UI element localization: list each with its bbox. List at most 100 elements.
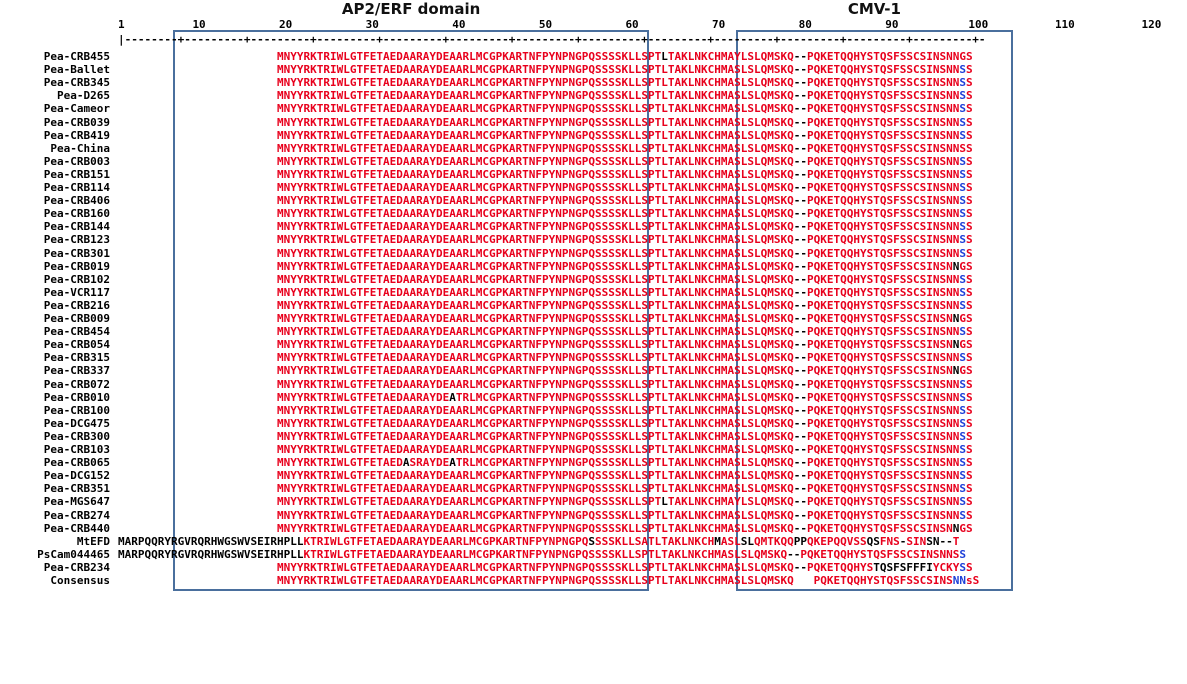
sequence-residues: MNYYRKTRIWLGTFETAEDAARAYDEAARLMCGPKARTNF…: [276, 128, 973, 142]
sequence-residues: MNYYRKTRIWLGTFETAEDAARAYDEAARLMCGPKARTNF…: [276, 325, 973, 339]
sequence-residues: MNYYRKTRIWLGTFETAEDAARAYDEAARLMCGPKARTNF…: [276, 76, 973, 90]
sequence-name: Pea-CRB054: [43, 338, 110, 352]
sequence-residues: MNYYRKTRIWLGTFETAEDAARAYDEAARLMCGPKARTNF…: [276, 220, 973, 234]
sequence-residues: MNYYRKTRIWLGTFETAEDAARAYDEAARLMCGPKARTNF…: [276, 141, 973, 155]
sequence-name: Pea-CRB114: [43, 181, 110, 194]
sequence-residues: MNYYRKTRIWLGTFETAEDAARAYDEAARLMCGPKARTNF…: [276, 521, 973, 535]
sequence-residues: MNYYRKTRIWLGTFETAEDAARAYDEAARLMCGPKARTNF…: [276, 63, 973, 77]
sequence-name: Pea-DCG152: [43, 469, 110, 483]
sequence-residues: MNYYRKTRIWLGTFETAEDAARAYDEAARLMCGPKARTNF…: [276, 259, 973, 273]
sequence-residues: MNYYRKTRIWLGTFETAEDASRAYDEATRLMCGPKARTNF…: [276, 456, 973, 470]
sequence-residues: MNYYRKTRIWLGTFETAEDAARAYDEAARLMCGPKARTNF…: [276, 89, 973, 103]
sequence-residues: MNYYRKTRIWLGTFETAEDAARAYDEAARLMCGPKARTNF…: [276, 508, 973, 522]
sequence-residues: MNYYRKTRIWLGTFETAEDAARAYDEAARLMCGPKARTNF…: [276, 338, 973, 352]
sequence-residues: MNYYRKTRIWLGTFETAEDAARAYDEAARLMCGPKARTNF…: [276, 364, 973, 378]
sequence-name: Pea-CRB274: [43, 508, 110, 522]
sequence-residues: MNYYRKTRIWLGTFETAEDAARAYDEAARLMCGPKARTNF…: [276, 403, 973, 417]
sequence-name: Pea-CRB455: [43, 50, 110, 63]
ruler-number: 30: [365, 18, 379, 31]
sequence-residues: MNYYRKTRIWLGTFETAEDAARAYDEAARLMCGPKARTNF…: [276, 246, 973, 260]
ruler-line: |--------+---------+---------+---------+…: [118, 33, 986, 46]
sequence-name: Pea-CRB009: [43, 312, 110, 325]
sequence-name: Pea-CRB019: [43, 259, 110, 273]
sequence-name: Pea-CRB151: [43, 167, 110, 181]
sequence-residues: MNYYRKTRIWLGTFETAEDAARAYDEAARLMCGPKARTNF…: [276, 416, 973, 430]
sequence-residues: MNYYRKTRIWLGTFETAEDAARAYDEAARLMCGPKARTNF…: [276, 482, 973, 496]
sequence-name: Pea-VCR117: [43, 285, 110, 299]
sequence-name: Pea-CRB144: [43, 220, 110, 234]
sequence-residues: MNYYRKTRIWLGTFETAEDAARAYDEAARLMCGPKARTNF…: [276, 443, 973, 456]
sequence-residues: MNYYRKTRIWLGTFETAEDAARAYDEAARLMCGPKARTNF…: [276, 351, 973, 365]
sequence-name: Pea-CRB234: [43, 560, 110, 574]
ruler-number: 90: [885, 18, 899, 31]
sequence-name: Pea-CRB454: [43, 325, 110, 339]
ruler-number: 80: [798, 18, 812, 31]
sequence-residues: MARPQQRYRGVRQRHWGSWVSEIRHPLLKTRIWLGTFETA…: [118, 547, 966, 561]
sequence-name: Pea-CRB406: [43, 194, 110, 208]
sequence-residues: MNYYRKTRIWLGTFETAEDAARAYDEAARLMCGPKARTNF…: [276, 194, 973, 208]
sequence-name: Pea-CRB160: [43, 207, 110, 221]
sequence-name: Pea-CRB440: [43, 521, 110, 535]
sequence-residues: MNYYRKTRIWLGTFETAEDAARAYDEAARLMCGPKARTNF…: [276, 181, 973, 194]
sequence-name: Pea-China: [50, 141, 110, 155]
ruler-number: 60: [625, 18, 639, 31]
sequence-name: Pea-CRB102: [43, 272, 110, 286]
sequence-name: Pea-CRB315: [43, 351, 110, 365]
sequence-name: Pea-CRB345: [43, 76, 110, 90]
sequence-name: Pea-CRB301: [43, 246, 110, 260]
sequence-residues: MNYYRKTRIWLGTFETAEDAARAYDEAARLMCGPKARTNF…: [276, 115, 973, 129]
ruler-number: 100: [968, 18, 989, 31]
sequence-name: Pea-Cameor: [43, 102, 110, 116]
sequence-name: Pea-CRB072: [43, 377, 110, 391]
sequence-name: MtEFD: [76, 534, 110, 548]
ruler-number: 120: [1141, 18, 1162, 31]
sequence-name: Pea-CRB039: [43, 115, 110, 129]
sequence-residues: MNYYRKTRIWLGTFETAEDAARAYDEAARLMCGPKARTNF…: [276, 560, 973, 574]
sequence-name: Consensus: [50, 574, 110, 587]
sequence-name: Pea-CRB351: [43, 482, 110, 496]
sequence-residues: MARPQQRYRGVRQRHWGSWVSEIRHPLLKTRIWLGTFETA…: [118, 534, 960, 548]
sequence-residues: MNYYRKTRIWLGTFETAEDAARAYDEAARLMCGPKARTNF…: [276, 469, 973, 483]
sequence-residues: MNYYRKTRIWLGTFETAEDAARAYDEAARLMCGPKARTNF…: [276, 207, 973, 221]
sequence-residues: MNYYRKTRIWLGTFETAEDAARAYDEAARLMCGPKARTNF…: [276, 285, 973, 299]
sequence-name: Pea-CRB003: [43, 154, 110, 168]
sequence-residues: MNYYRKTRIWLGTFETAEDAARAYDEAARLMCGPKARTNF…: [276, 272, 973, 286]
sequence-name: PsCam044465: [37, 547, 110, 561]
ruler-number: 110: [1054, 18, 1075, 31]
sequence-residues: MNYYRKTRIWLGTFETAEDAARAYDEATRLMCGPKARTNF…: [276, 390, 973, 404]
sequence-name: Pea-DCG475: [43, 416, 110, 430]
sequence-name: Pea-CRB337: [43, 364, 110, 378]
region-box: [735, 30, 1013, 592]
sequence-residues: MNYYRKTRIWLGTFETAEDAARAYDEAARLMCGPKARTNF…: [276, 429, 973, 443]
sequence-residues: MNYYRKTRIWLGTFETAEDAARAYDEAARLMCGPKARTNF…: [276, 154, 973, 168]
sequence-residues: MNYYRKTRIWLGTFETAEDAARAYDEAARLMCGPKARTNF…: [276, 377, 973, 391]
sequence-residues: MNYYRKTRIWLGTFETAEDAARAYDEAARLMCGPKARTNF…: [276, 495, 973, 509]
sequence-residues: MNYYRKTRIWLGTFETAEDAARAYDEAARLMCGPKARTNF…: [276, 233, 973, 247]
region-title: AP2/ERF domain: [341, 0, 481, 18]
ruler-number: 50: [538, 18, 553, 31]
ruler-number: 40: [452, 18, 466, 31]
sequence-name: Pea-Ballet: [43, 63, 110, 77]
sequence-name: Pea-CRB216: [43, 298, 110, 312]
sequence-name: Pea-CRB123: [43, 233, 110, 247]
sequence-residues: MNYYRKTRIWLGTFETAEDAARAYDEAARLMCGPKARTNF…: [276, 50, 973, 63]
sequence-name: Pea-CRB010: [43, 390, 110, 404]
sequence-name: Pea-CRB300: [43, 429, 110, 443]
sequence-residues: MNYYRKTRIWLGTFETAEDAARAYDEAARLMCGPKARTNF…: [276, 574, 980, 587]
ruler-number: 1: [118, 18, 125, 31]
sequence-name: Pea-CRB103: [43, 443, 110, 456]
sequence-residues: MNYYRKTRIWLGTFETAEDAARAYDEAARLMCGPKARTNF…: [276, 102, 973, 116]
sequence-residues: MNYYRKTRIWLGTFETAEDAARAYDEAARLMCGPKARTNF…: [276, 298, 973, 312]
sequence-name: Pea-CRB100: [43, 403, 110, 417]
region-box: [172, 30, 650, 592]
region-title: CMV-1: [847, 0, 901, 18]
sequence-name: Pea-CRB065: [43, 456, 110, 470]
ruler-number: 10: [192, 18, 206, 31]
sequence-name: Pea-CRB419: [43, 128, 110, 142]
ruler-number: 70: [712, 18, 726, 31]
sequence-name: Pea-D265: [57, 89, 110, 103]
sequence-name: Pea-MGS647: [43, 495, 110, 509]
sequence-residues: MNYYRKTRIWLGTFETAEDAARAYDEAARLMCGPKARTNF…: [276, 312, 973, 325]
ruler-number: 20: [279, 18, 293, 31]
